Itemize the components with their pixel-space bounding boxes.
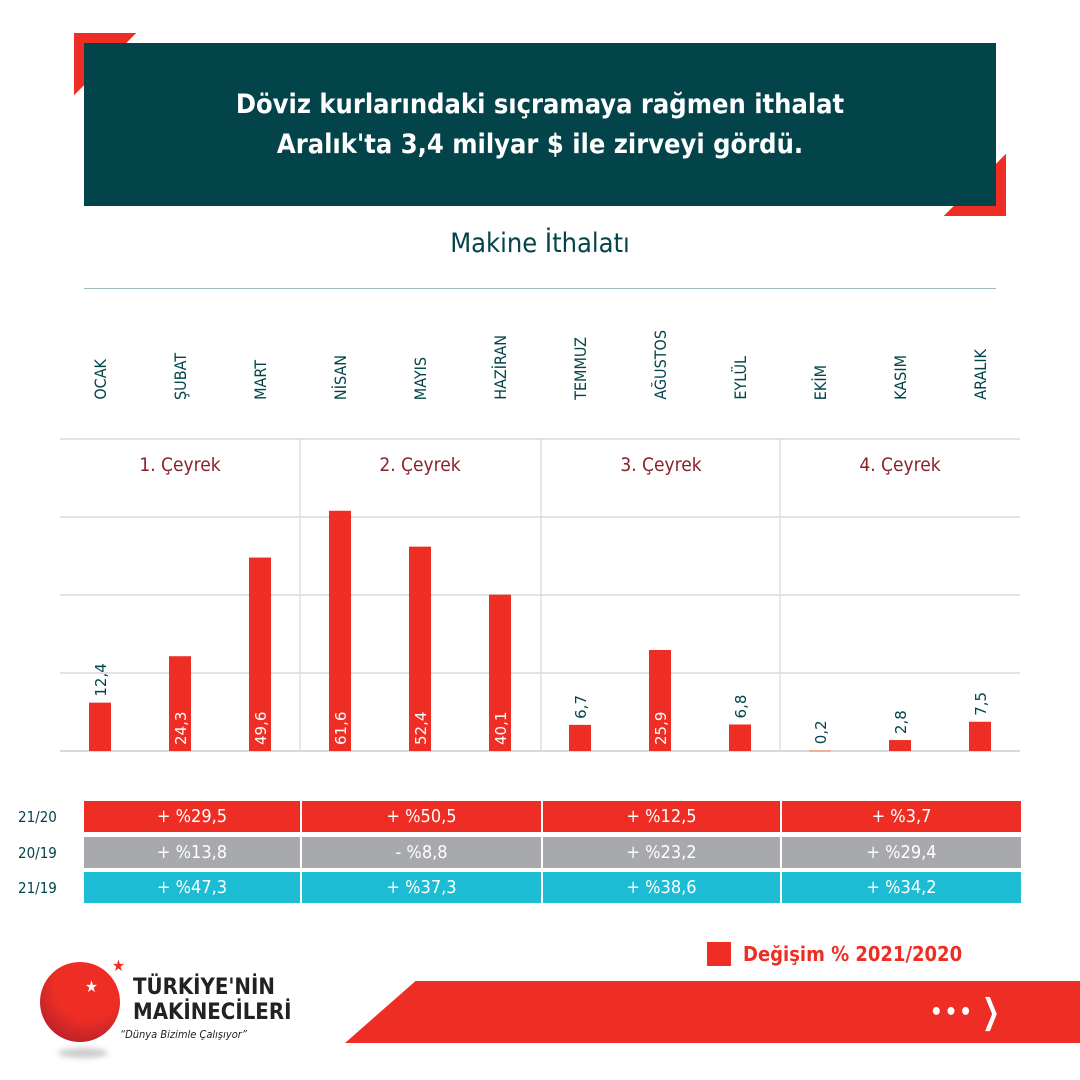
- logo-shadow: [58, 1048, 108, 1058]
- headline-line1: Döviz kurlarındaki sıçramaya rağmen itha…: [235, 88, 845, 120]
- bar-value-label: 52,4: [412, 712, 430, 745]
- logo: ★ ★ TÜRKİYE'NİN MAKİNECİLERİ “Dünya Bizi…: [38, 956, 318, 1070]
- bar: [889, 740, 911, 751]
- table-cell: + %50,5: [302, 801, 541, 832]
- bar: [329, 510, 351, 751]
- legend: Değişim % 2021/2020: [707, 942, 962, 966]
- bar-value-label: 24,3: [172, 712, 190, 745]
- legend-label: Değişim % 2021/2020: [743, 942, 963, 966]
- bar-value-label: 49,6: [252, 712, 270, 745]
- chevron-right-icon: ❯: [981, 992, 1000, 1032]
- bar-value-label: 6,8: [732, 695, 750, 719]
- bar: [649, 649, 671, 751]
- footer-banner: [345, 981, 1080, 1043]
- table-cell: - %8,8: [302, 837, 541, 868]
- headline-line2: Aralık'ta 3,4 milyar $ ile zirveyi gördü…: [276, 128, 804, 160]
- row-label: 20/19: [18, 844, 57, 862]
- chart-title: Makine İthalatı: [450, 228, 630, 259]
- table-cell: + %12,5: [543, 801, 780, 832]
- bar: [489, 594, 511, 751]
- star-icon-small: ★: [112, 956, 125, 975]
- star-icon: ★: [85, 977, 98, 996]
- quarter-label: 3. Çeyrek: [620, 454, 702, 476]
- bar: [809, 750, 831, 752]
- logo-circle: [40, 962, 120, 1042]
- next-button[interactable]: ••• ❯: [930, 992, 1000, 1032]
- table-cell: + %3,7: [782, 801, 1021, 832]
- row-label: 21/19: [18, 879, 57, 897]
- logo-line2: MAKİNECİLERİ: [133, 1000, 292, 1025]
- bar-value-label: 61,6: [332, 712, 350, 745]
- table-cell: + %29,5: [84, 801, 300, 832]
- title-divider: [84, 288, 996, 289]
- quarter-label: 2. Çeyrek: [379, 454, 461, 476]
- table-cell: + %34,2: [782, 872, 1021, 903]
- bar: [409, 546, 431, 751]
- row-label: 21/20: [18, 808, 57, 826]
- bar: [249, 557, 271, 751]
- table-cell: + %37,3: [302, 872, 541, 903]
- quarter-label: 4. Çeyrek: [859, 454, 941, 476]
- bar: [729, 724, 751, 751]
- bar-value-label: 6,7: [572, 695, 590, 719]
- table-cell: + %47,3: [84, 872, 300, 903]
- legend-swatch: [707, 942, 731, 966]
- bar: [89, 702, 111, 751]
- table-cell: + %38,6: [543, 872, 780, 903]
- bar-value-label: 40,1: [492, 712, 510, 745]
- bar-chart: 12,4 24,3 49,6 61,6 52,4 40,1 6,7 25,9 6,8 0,2 2,8…: [60, 438, 1020, 752]
- bar: [569, 724, 591, 751]
- quarter-label: 1. Çeyrek: [139, 454, 221, 476]
- bar-value-label: 2,8: [892, 710, 910, 734]
- bar-value-label: 7,5: [972, 692, 990, 716]
- bar-value-label: 12,4: [92, 663, 110, 696]
- logo-slogan: “Dünya Bizimle Çalışıyor”: [120, 1028, 247, 1041]
- bar: [969, 721, 991, 751]
- table-cell: + %29,4: [782, 837, 1021, 868]
- bar-value-label: 25,9: [652, 712, 670, 745]
- bar: [169, 656, 191, 751]
- headline-banner: Döviz kurlarındaki sıçramaya rağmen itha…: [84, 43, 996, 206]
- bar-value-label: 0,2: [812, 720, 830, 744]
- logo-line1: TÜRKİYE'NİN: [133, 975, 275, 1000]
- dots-icon: •••: [930, 999, 974, 1025]
- table-cell: + %13,8: [84, 837, 300, 868]
- table-cell: + %23,2: [543, 837, 780, 868]
